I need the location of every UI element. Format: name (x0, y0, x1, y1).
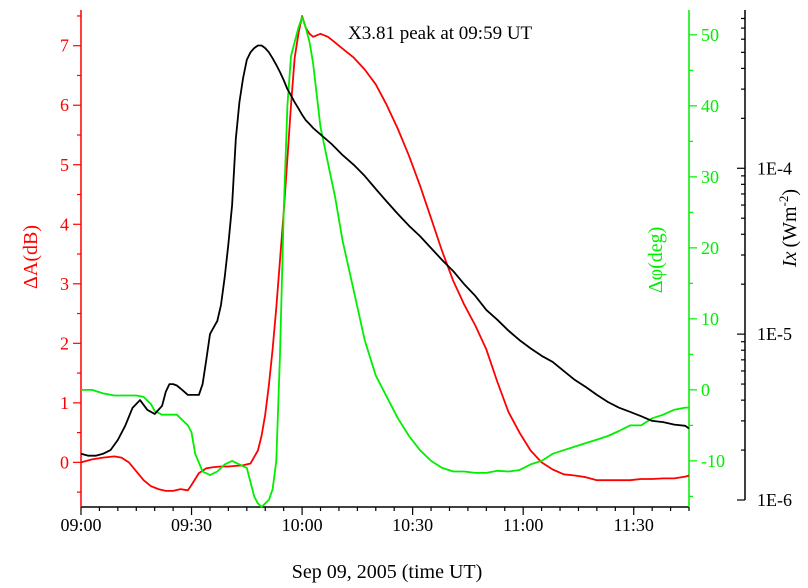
text-layer: 09:00 09:30 10:00 10:30 11:00 11:30 0 1 2 3 4 5 6 7 -1… (60, 25, 792, 535)
right-inner-tick-label: 0 (701, 380, 710, 400)
x-tick-label: 09:00 (60, 515, 101, 535)
left-tick-label: 5 (60, 155, 69, 175)
x-tick-label: 10:00 (282, 515, 323, 535)
right-inner-tick-label: 20 (701, 238, 719, 258)
left-tick-label: 7 (60, 36, 69, 56)
right-outer-tick-label: 1E-5 (757, 324, 792, 344)
right-inner-tick-label: 30 (701, 167, 719, 187)
right-inner-tick-label: 50 (701, 25, 719, 45)
right-outer-axis-label-close: ) (779, 189, 801, 196)
right-inner-axis-label: Δφ(deg) (645, 227, 667, 294)
left-axis-label: ΔA(dB) (20, 225, 42, 289)
left-tick-label: 6 (60, 95, 69, 115)
peak-annotation: X3.81 peak at 09:59 UT (348, 23, 533, 44)
right-inner-tick-label: 40 (701, 96, 719, 116)
right-outer-axis-label: Ix (Wm-2) (776, 189, 801, 268)
series-line-right_inner (81, 16, 689, 508)
right-inner-tick-label: 10 (701, 309, 719, 329)
axes-layer (73, 10, 746, 515)
series-line-right_outer (80, 44, 690, 457)
right-outer-tick-label: 1E-6 (757, 490, 792, 510)
x-axis-label: Sep 09, 2005 (time UT) (292, 561, 483, 583)
left-tick-label: 2 (60, 333, 69, 353)
x-tick-label: 10:30 (392, 515, 433, 535)
x-tick-label: 11:30 (614, 515, 654, 535)
series-line-left (80, 15, 690, 492)
left-tick-label: 1 (60, 393, 69, 413)
x-tick-label: 09:30 (171, 515, 212, 535)
left-tick-label: 3 (60, 274, 69, 294)
right-outer-axis-label-exp: -2 (776, 196, 791, 207)
left-tick-label: 0 (60, 452, 69, 472)
x-tick-label: 11:00 (503, 515, 543, 535)
right-inner-tick-label: -10 (701, 451, 725, 471)
right-outer-axis-label-main: Ix (779, 251, 801, 268)
left-tick-label: 4 (60, 214, 69, 234)
series-layer (80, 15, 690, 508)
right-outer-tick-label: 1E-4 (757, 158, 792, 178)
right-outer-axis-label-units: (Wm (779, 206, 801, 248)
